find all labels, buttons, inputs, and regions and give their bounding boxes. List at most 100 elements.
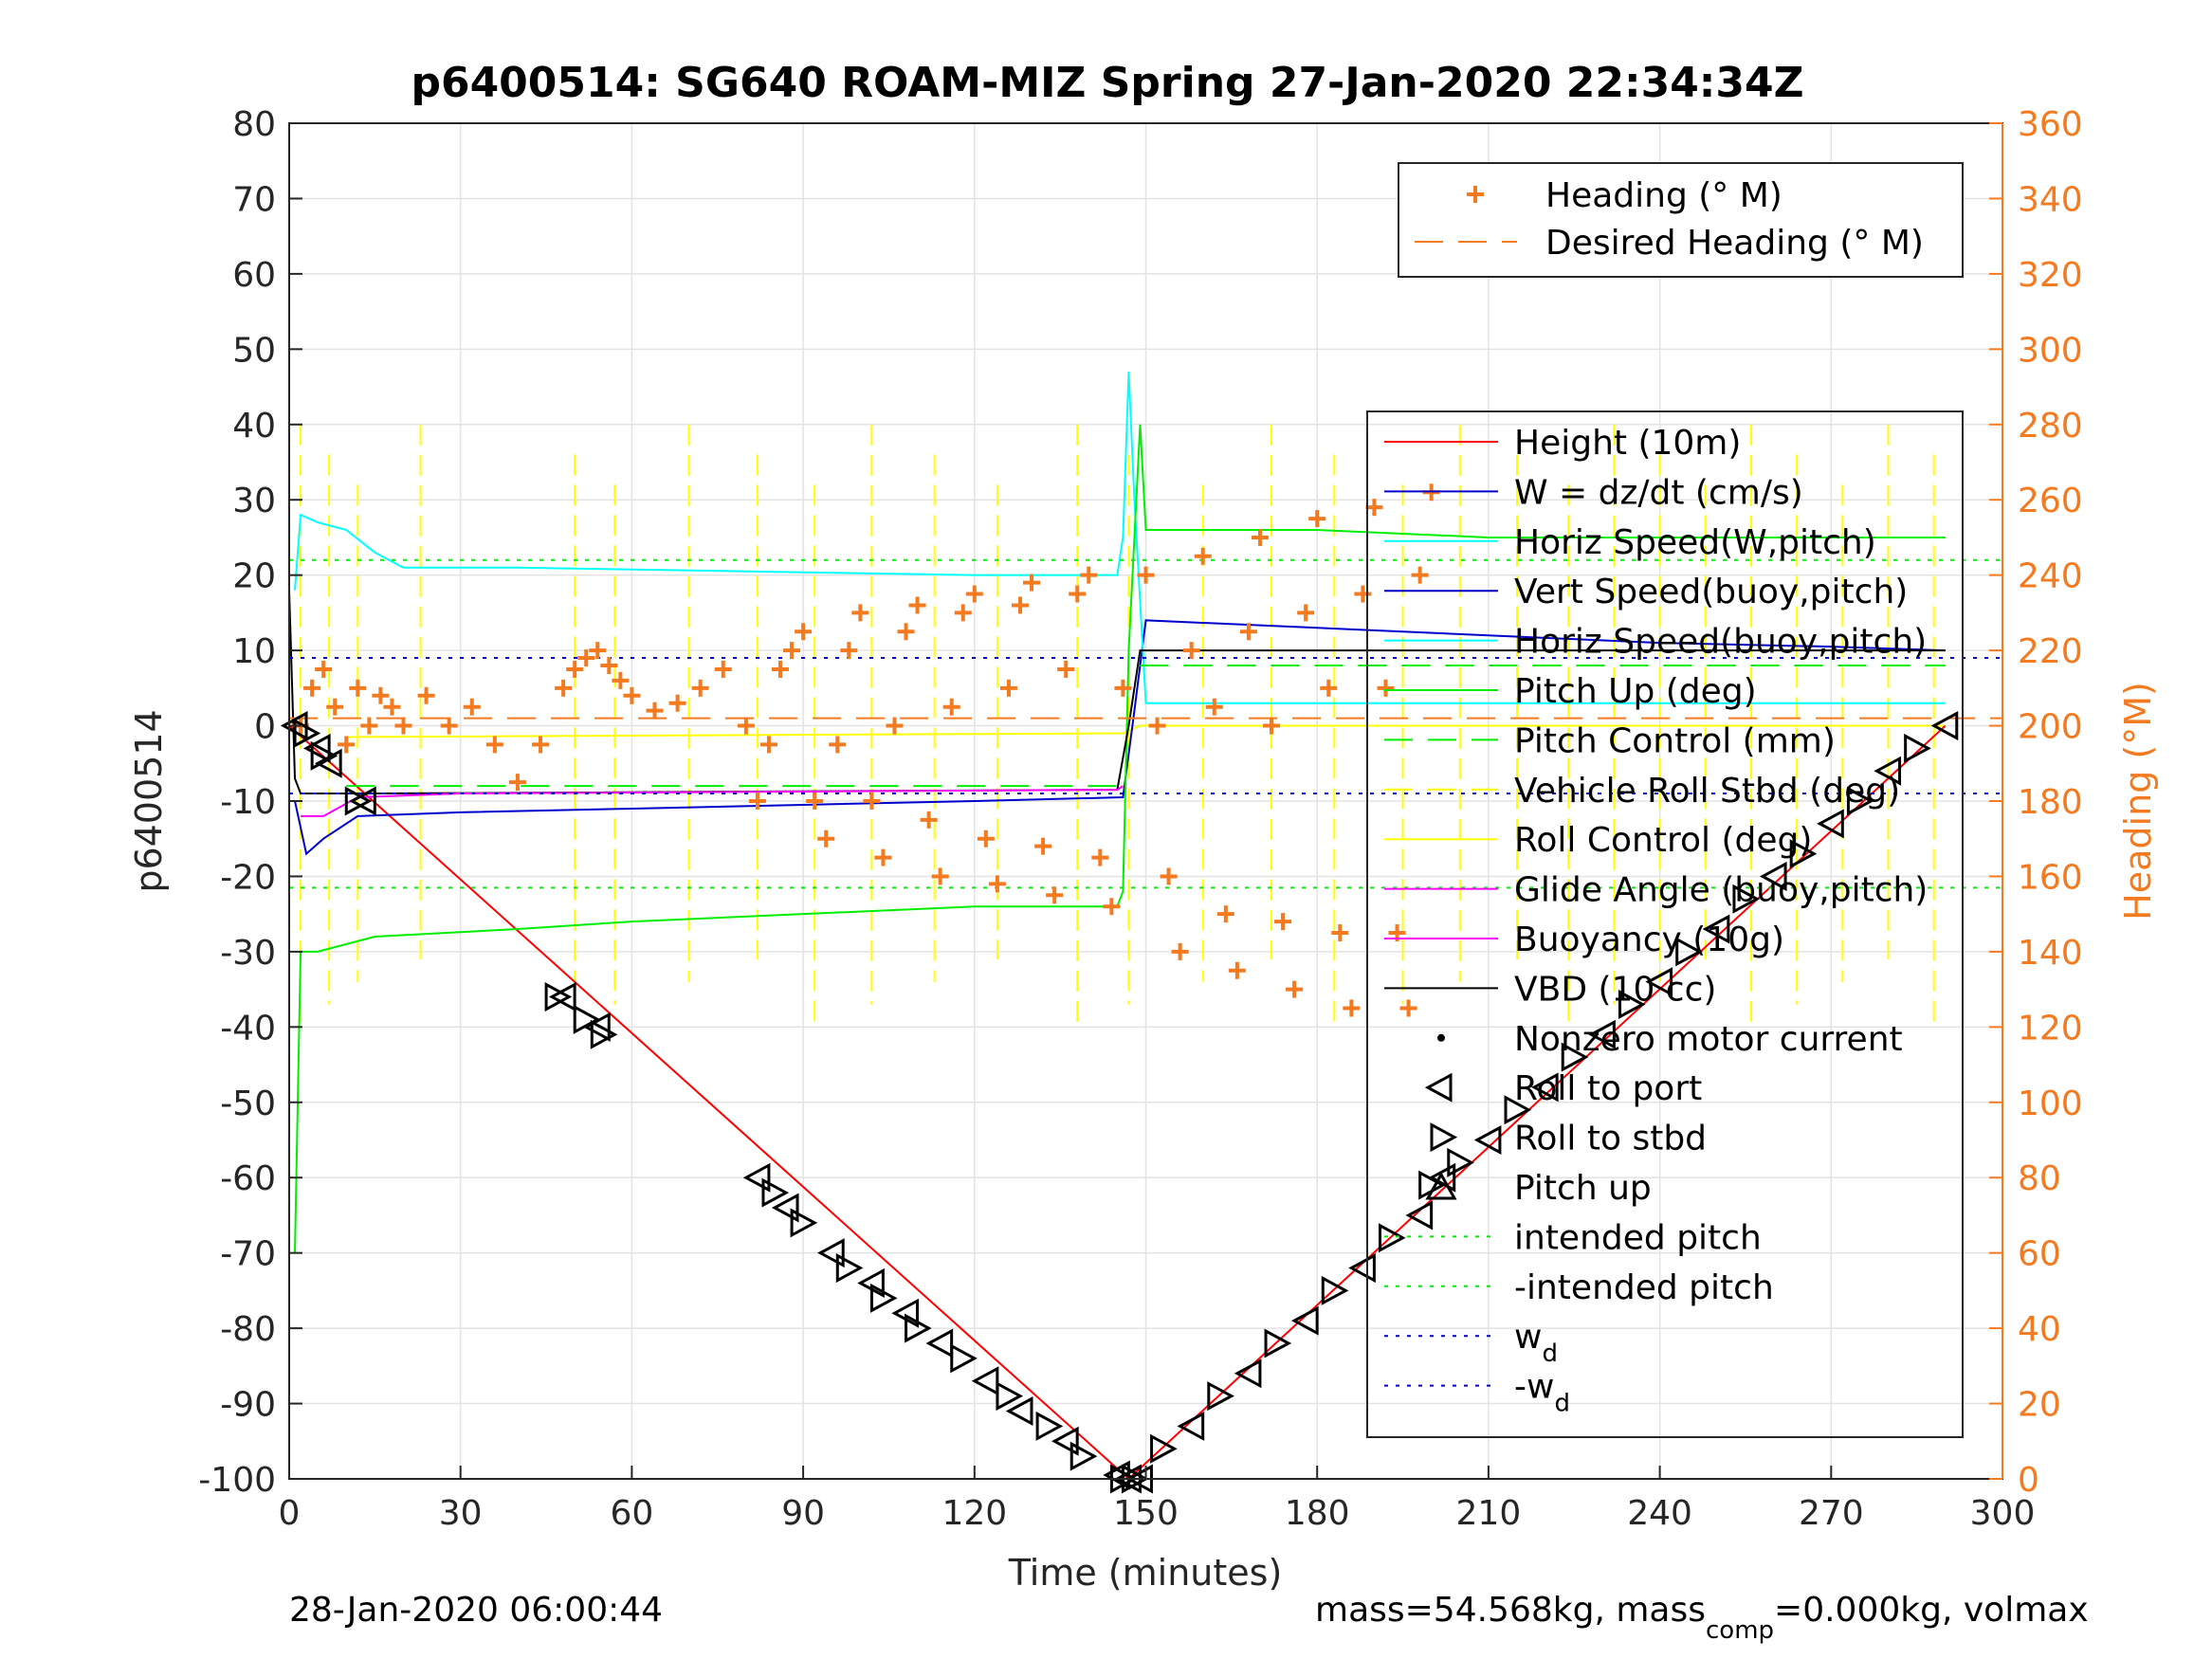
legend-desired-label: Desired Heading (° M): [1545, 224, 1924, 263]
heading-point: [1251, 528, 1269, 546]
legend-marker: [1430, 1122, 1458, 1153]
heading-point: [440, 717, 458, 735]
roll-marker: [790, 1208, 818, 1238]
heading-point: [908, 596, 926, 614]
heading-point: [1411, 566, 1429, 584]
series-w-dz-dt-cm-s: [294, 619, 1946, 856]
heading-point: [714, 660, 732, 678]
heading-point: [1331, 924, 1349, 942]
roll-marker: [590, 1019, 618, 1049]
roll-marker: [742, 1162, 771, 1193]
heading-point: [999, 679, 1017, 697]
legend-label: Height (10m): [1514, 424, 1741, 463]
roll-marker: [1005, 1395, 1033, 1427]
roll-marker: [925, 1328, 954, 1358]
roll-marker: [835, 1253, 864, 1284]
heading-point: [772, 660, 790, 678]
heading-point: [748, 793, 766, 810]
legend-label: Vehicle Roll Stbd (deg): [1514, 772, 1900, 811]
heading-point: [555, 679, 573, 697]
y-left-tick-label: 70: [232, 180, 276, 219]
x-tick-label: 0: [279, 1494, 301, 1533]
roll-marker: [950, 1343, 978, 1374]
roll-marker: [1473, 1124, 1502, 1156]
heading-point: [394, 717, 412, 735]
y-left-tick-label: -90: [220, 1386, 276, 1425]
x-axis-label: Time (minutes): [1008, 1552, 1283, 1594]
y-right-tick-label: 0: [2018, 1461, 2039, 1500]
legend-label: Pitch Control (mm): [1514, 721, 1836, 760]
roll-marker: [1504, 1095, 1532, 1125]
heading-point: [1308, 510, 1326, 528]
footer-mass-sub: comp: [1706, 1616, 1775, 1645]
series-horiz-speed-w-pitch: [294, 372, 1946, 704]
heading-point: [612, 671, 630, 689]
y-right-tick-label: 300: [2018, 331, 2083, 370]
heading-point: [1160, 867, 1178, 885]
roll-marker: [349, 786, 376, 816]
roll-marker: [1732, 884, 1761, 914]
roll-marker: [1348, 1253, 1376, 1284]
heading-point: [897, 623, 915, 641]
heading-point: [942, 698, 960, 716]
y-left-tick-label: -80: [220, 1310, 276, 1349]
y-right-tick-label: 260: [2018, 482, 2083, 520]
heading-point: [1080, 566, 1098, 584]
heading-point: [1205, 698, 1223, 716]
heading-point: [1239, 623, 1257, 641]
heading-point: [851, 604, 869, 622]
heading-point: [349, 679, 367, 697]
heading-point: [931, 867, 949, 885]
y-right-tick-label: 200: [2018, 708, 2083, 747]
heading-point: [315, 660, 333, 678]
x-tick-label: 270: [1799, 1494, 1864, 1533]
roll-marker: [869, 1283, 898, 1313]
y-right-tick-label: 240: [2018, 557, 2083, 596]
legend-label: Glide Angle (buoy,pitch): [1514, 871, 1928, 910]
x-tick-label: 30: [439, 1494, 483, 1533]
heading-point: [1114, 679, 1132, 697]
heading-point: [1194, 547, 1212, 565]
y-left-tick-label: 10: [232, 632, 276, 671]
heading-point: [1216, 905, 1234, 923]
footer-mass-prefix: mass=54.568kg, mass: [1315, 1591, 1706, 1630]
heading-point: [977, 830, 995, 848]
y-right-tick-label: 120: [2018, 1009, 2083, 1048]
legend-label: VBD (10 cc): [1514, 970, 1716, 1009]
legend-heading-box: [1398, 162, 1964, 278]
y-left-tick-label: -30: [220, 934, 276, 973]
footer-timestamp: 28-Jan-2020 06:00:44: [289, 1591, 664, 1630]
legend-motor-dot: [1437, 1033, 1445, 1042]
roll-marker: [1618, 989, 1646, 1020]
roll-marker: [1069, 1441, 1098, 1471]
y-right-tick-label: 140: [2018, 934, 2083, 973]
roll-marker: [1789, 839, 1818, 869]
heading-point: [1148, 717, 1166, 735]
roll-marker: [971, 1366, 999, 1396]
footer-mass: mass=54.568kg, masscomp=0.000kg, volmax: [1315, 1591, 2089, 1645]
heading-point: [795, 623, 813, 641]
heading-point: [1228, 961, 1246, 979]
y-right-tick-label: 180: [2018, 783, 2083, 822]
roll-marker: [1904, 733, 1931, 763]
roll-marker: [1379, 1223, 1406, 1253]
heading-point: [691, 679, 709, 697]
plot-area: [280, 372, 2002, 1494]
heading-point: [303, 679, 321, 697]
legend-label: Roll Control (deg): [1514, 821, 1812, 860]
y-left-tick-label: 80: [232, 105, 276, 144]
roll-marker: [1675, 937, 1703, 967]
legend-label: W = dz/dt (cm/s): [1514, 473, 1803, 512]
roll-marker: [544, 982, 573, 1012]
legend-label: Nonzero motor current: [1514, 1020, 1903, 1059]
x-tick-label: 300: [1970, 1494, 2036, 1533]
roll-marker: [310, 740, 338, 771]
roll-marker: [1588, 1019, 1616, 1049]
y-right-tick-label: 320: [2018, 256, 2083, 295]
heading-point: [1182, 642, 1200, 660]
y-left-tick-label: 50: [232, 331, 276, 370]
heading-point: [783, 642, 801, 660]
heading-point: [965, 585, 983, 603]
heading-point: [589, 642, 607, 660]
roll-marker: [1291, 1305, 1319, 1336]
